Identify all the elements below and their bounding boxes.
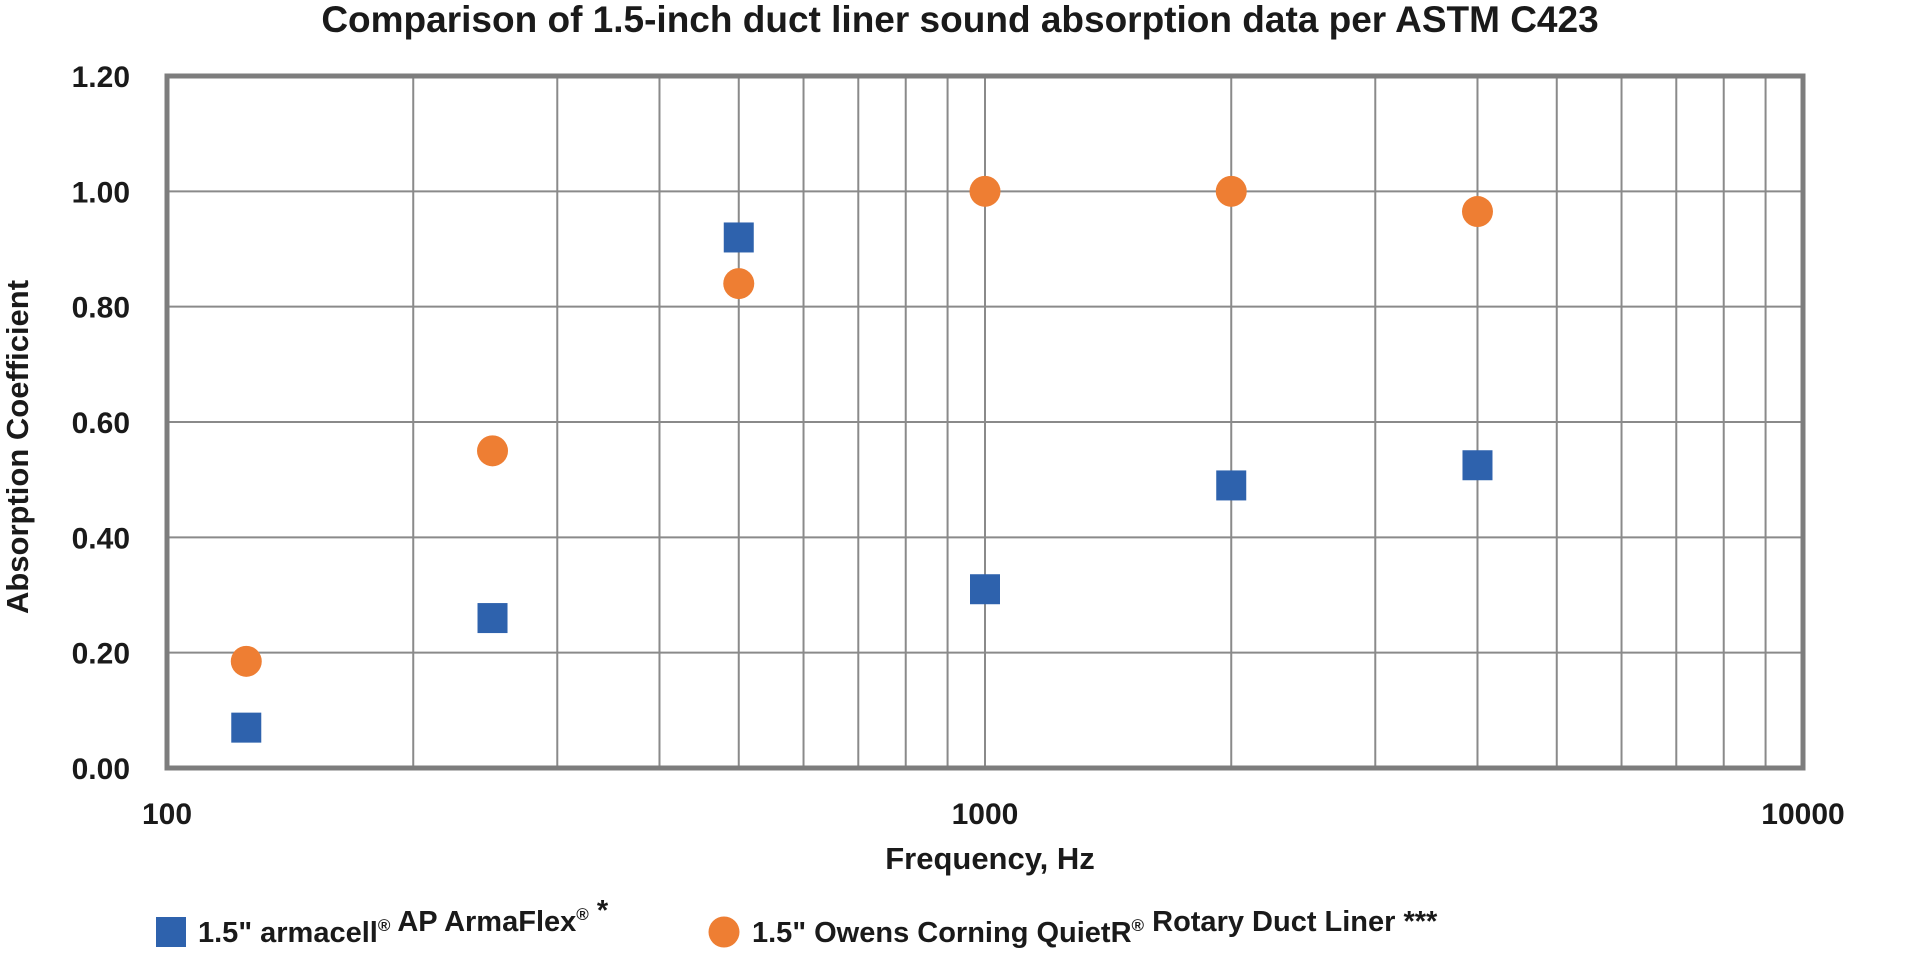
chart-title: Comparison of 1.5-inch duct liner sound … xyxy=(321,0,1598,40)
square-point xyxy=(477,603,508,634)
data-points xyxy=(230,175,1493,743)
x-axis-ticks: 100 1000 10000 xyxy=(142,798,1845,831)
y-tick-label: 0.20 xyxy=(72,638,130,671)
y-axis-ticks: 0.00 0.20 0.40 0.60 0.80 1.00 1.20 xyxy=(72,61,130,786)
y-tick-label: 0.00 xyxy=(72,753,130,786)
legend-circle-marker xyxy=(708,916,740,948)
x-tick-label: 10000 xyxy=(1761,798,1844,831)
y-tick-label: 1.00 xyxy=(72,176,130,209)
square-point xyxy=(1462,450,1493,481)
square-point xyxy=(1216,470,1247,501)
x-tick-label: 100 xyxy=(142,798,192,831)
y-tick-label: 1.20 xyxy=(72,61,130,94)
y-tick-label: 0.80 xyxy=(72,292,130,325)
square-point xyxy=(231,712,262,743)
circle-point xyxy=(1215,175,1247,207)
legend-square-marker xyxy=(156,917,186,947)
legend-item-1: 1.5" armacell® AP ArmaFlex® * xyxy=(156,895,609,949)
circle-point xyxy=(230,645,262,677)
circle-point xyxy=(1461,196,1493,228)
square-point xyxy=(970,574,1000,605)
series-1 xyxy=(231,222,1493,743)
series-2 xyxy=(230,175,1493,677)
plot-frame xyxy=(164,73,1806,771)
x-tick-label: 1000 xyxy=(952,798,1019,831)
y-tick-label: 0.40 xyxy=(72,522,130,555)
y-tick-label: 0.60 xyxy=(72,407,130,440)
x-axis-label: Frequency, Hz xyxy=(885,841,1095,876)
legend-label: 1.5" armacell® AP ArmaFlex® * xyxy=(198,895,609,949)
grid xyxy=(167,76,1803,768)
legend-item-2: 1.5" Owens Corning QuietR® Rotary Duct L… xyxy=(708,906,1438,949)
circle-point xyxy=(723,268,755,300)
circle-point xyxy=(969,175,1001,207)
legend: 1.5" armacell® AP ArmaFlex® * 1.5" Owens … xyxy=(156,895,1438,949)
circle-point xyxy=(477,435,509,467)
square-point xyxy=(723,222,754,253)
legend-label: 1.5" Owens Corning QuietR® Rotary Duct L… xyxy=(752,906,1438,949)
y-axis-label: Absorption Coefficient xyxy=(0,280,35,614)
